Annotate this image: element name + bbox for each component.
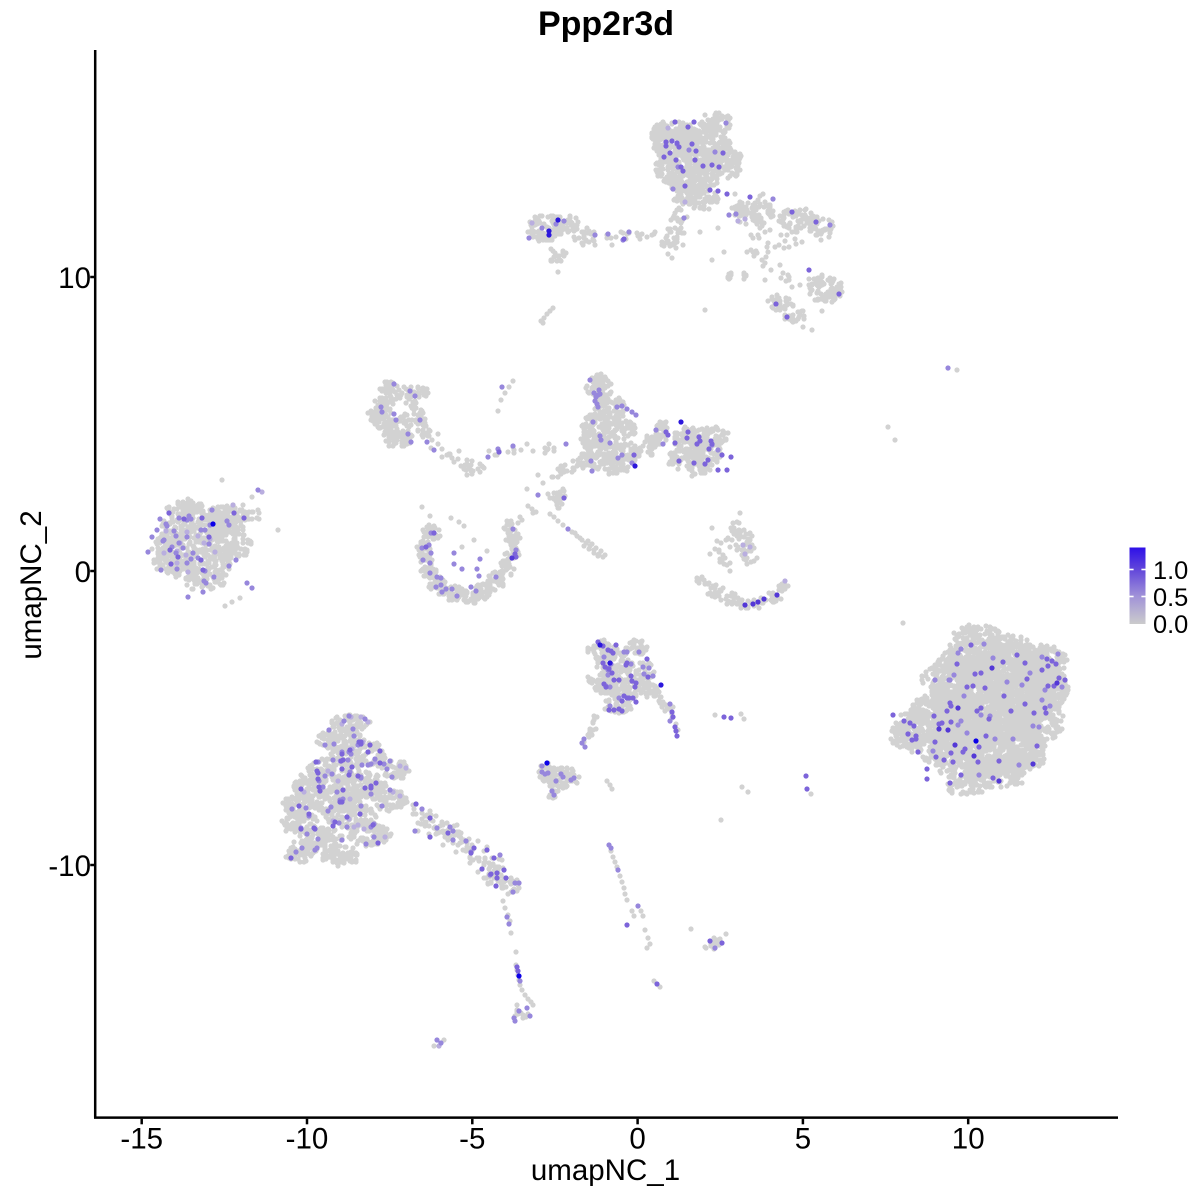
svg-text:Ppp2r3d: Ppp2r3d [538, 5, 674, 43]
svg-text:10: 10 [952, 1123, 985, 1156]
svg-text:0.0: 0.0 [1153, 611, 1188, 639]
svg-text:-15: -15 [120, 1123, 163, 1156]
svg-text:umapNC_1: umapNC_1 [531, 1154, 680, 1187]
svg-text:-10: -10 [48, 850, 91, 883]
svg-text:-5: -5 [459, 1123, 485, 1156]
svg-text:0: 0 [629, 1123, 645, 1156]
svg-text:1.0: 1.0 [1153, 557, 1188, 585]
svg-text:umapNC_2: umapNC_2 [15, 510, 48, 659]
svg-text:5: 5 [795, 1123, 811, 1156]
svg-text:-10: -10 [286, 1123, 329, 1156]
svg-text:0.5: 0.5 [1153, 584, 1188, 612]
svg-text:0: 0 [75, 556, 91, 589]
svg-text:10: 10 [58, 262, 91, 295]
